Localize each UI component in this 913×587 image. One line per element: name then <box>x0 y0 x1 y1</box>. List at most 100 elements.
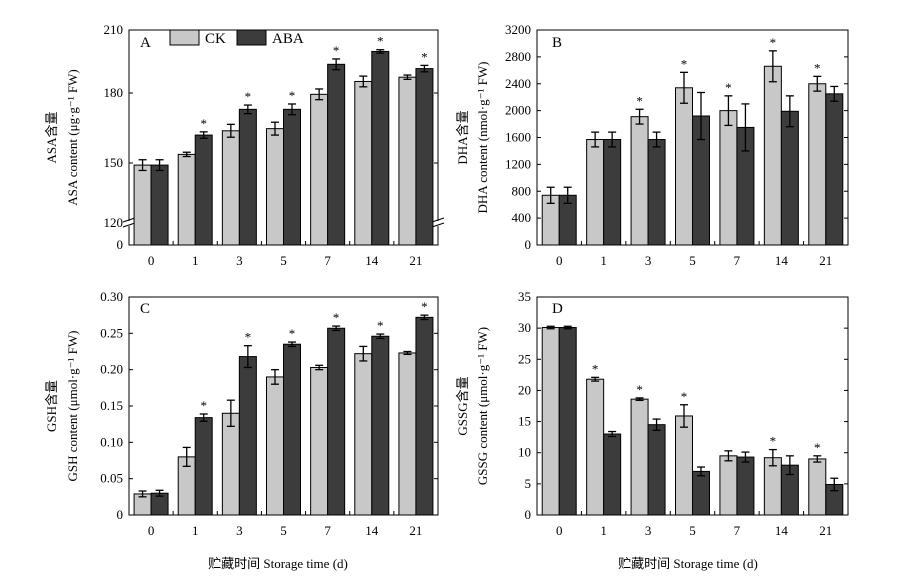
legend-swatch-aba <box>236 29 267 46</box>
bar-c-ck <box>266 376 284 516</box>
bar-b-ck <box>763 65 782 246</box>
panel-label-c: C <box>140 301 150 317</box>
significance-star-d: * <box>814 440 821 455</box>
bar-c-ck <box>310 366 329 516</box>
significance-star-b: * <box>770 35 777 50</box>
x-tick-label-a: 21 <box>409 253 422 268</box>
x-tick-label-a: 1 <box>192 253 199 268</box>
significance-star-c: * <box>333 310 340 325</box>
axis-break-mark-a <box>122 217 136 223</box>
bar-b-aba <box>780 110 799 246</box>
panel-label-b: B <box>552 35 562 51</box>
bar-d-ck <box>675 415 693 516</box>
bar-c-aba <box>238 356 257 516</box>
bar-b-aba <box>825 93 844 246</box>
significance-star-c: * <box>377 318 384 333</box>
bar-b-aba <box>603 139 622 246</box>
x-tick-label-d: 21 <box>819 523 832 538</box>
y-tick-label-b: 3200 <box>505 22 531 37</box>
panel-d: 0 5 10 15 20 25 30 35 0 1 * 3 * 5 * 7 14 * 21 * D GSSG含量 GSSG … <box>455 289 849 538</box>
significance-star-a: * <box>333 43 340 58</box>
bar-b-ck <box>719 110 738 246</box>
y-tick-label-b: 2800 <box>505 49 531 64</box>
bar-a-aba <box>415 68 434 246</box>
y-tick-label-d: 0 <box>525 507 532 522</box>
y-tick-label-b: 800 <box>512 183 532 198</box>
significance-star-b: * <box>681 56 688 71</box>
x-tick-label-b: 0 <box>556 253 563 268</box>
bar-a-ck <box>354 80 373 246</box>
significance-star-b: * <box>636 93 643 108</box>
significance-star-c: * <box>245 330 252 345</box>
x-tick-label-b: 7 <box>734 253 741 268</box>
x-tick-label-b: 1 <box>600 253 607 268</box>
bar-d-ck <box>586 378 605 516</box>
significance-star-b: * <box>725 80 732 95</box>
x-tick-label-b: 3 <box>645 253 652 268</box>
y-tick-label-c: 0.20 <box>100 362 123 377</box>
legend-swatch-ck <box>169 29 200 46</box>
x-tick-label-d: 1 <box>600 523 607 538</box>
y-axis-title-cn-c: GSH含量 <box>44 380 59 432</box>
significance-star-b: * <box>814 60 821 75</box>
bar-d-ck <box>719 455 738 516</box>
bar-a-ck <box>398 76 417 246</box>
bar-b-ck <box>586 139 605 246</box>
axis-break-mark-a <box>122 222 136 228</box>
y-axis-title-en-a: ASA content (μg·g⁻¹ FW) <box>65 69 80 206</box>
bar-d-ck <box>630 398 649 516</box>
panel-a: 0 120 150 180 210 0 1 * 3 * 5 * 7 * 14 * 21 * A ASA含量 ASA co… <box>44 22 445 268</box>
y-tick-label-d: 15 <box>518 414 531 429</box>
x-tick-label-c: 3 <box>236 523 243 538</box>
x-axis-title-left: 贮藏时间 Storage time (d) <box>208 556 348 571</box>
y-tick-label-b: 400 <box>512 210 532 225</box>
y-tick-label-b: 2400 <box>505 76 531 91</box>
y-tick-label-c: 0.15 <box>100 398 123 413</box>
x-tick-label-a: 7 <box>324 253 331 268</box>
x-tick-label-c: 7 <box>324 523 331 538</box>
bar-a-ck <box>266 128 284 246</box>
x-tick-label-a: 5 <box>280 253 287 268</box>
significance-star-a: * <box>245 89 252 104</box>
legend-label-ck: CK <box>205 31 226 47</box>
significance-star-a: * <box>289 88 296 103</box>
x-tick-label-d: 14 <box>775 523 789 538</box>
x-tick-label-d: 5 <box>689 523 696 538</box>
x-tick-label-d: 7 <box>734 523 741 538</box>
axis-break-mark-a <box>431 222 445 228</box>
bar-c-ck <box>221 412 240 516</box>
y-tick-label-d: 30 <box>518 320 531 335</box>
y-tick-label-a: 210 <box>104 22 124 37</box>
x-axis-title-right: 贮藏时间 Storage time (d) <box>618 556 758 571</box>
bar-a-aba <box>327 63 346 246</box>
y-tick-label-a: 150 <box>104 155 124 170</box>
bar-b-ck <box>630 116 649 246</box>
y-tick-label-b: 1600 <box>505 130 531 145</box>
bar-b-aba <box>647 139 666 246</box>
y-tick-label-d: 10 <box>518 445 531 460</box>
y-axis-title-en-c: GSH content (μmol·g⁻¹ FW) <box>65 331 80 482</box>
panel-label-a: A <box>140 35 151 51</box>
x-tick-label-c: 21 <box>409 523 422 538</box>
y-tick-label-c: 0.30 <box>100 289 123 304</box>
bar-d-ck <box>541 327 560 516</box>
significance-star-d: * <box>592 361 599 376</box>
bar-c-ck <box>354 353 373 516</box>
significance-star-d: * <box>770 434 777 449</box>
x-tick-label-d: 3 <box>645 523 652 538</box>
y-tick-label-a: 180 <box>104 85 124 100</box>
x-tick-label-a: 14 <box>365 253 379 268</box>
bar-a-aba <box>283 108 301 246</box>
panel-label-d: D <box>552 301 563 317</box>
y-tick-label-d: 20 <box>518 382 531 397</box>
y-tick-label-b: 0 <box>525 237 532 252</box>
y-tick-label-d: 25 <box>518 351 531 366</box>
bar-c-aba <box>327 327 346 516</box>
y-tick-label-d: 5 <box>525 476 532 491</box>
y-tick-label-a: 0 <box>117 237 124 252</box>
bar-d-ck <box>808 458 827 516</box>
bar-c-aba <box>371 335 390 516</box>
bar-a-ck <box>310 93 329 246</box>
x-tick-label-a: 3 <box>236 253 243 268</box>
